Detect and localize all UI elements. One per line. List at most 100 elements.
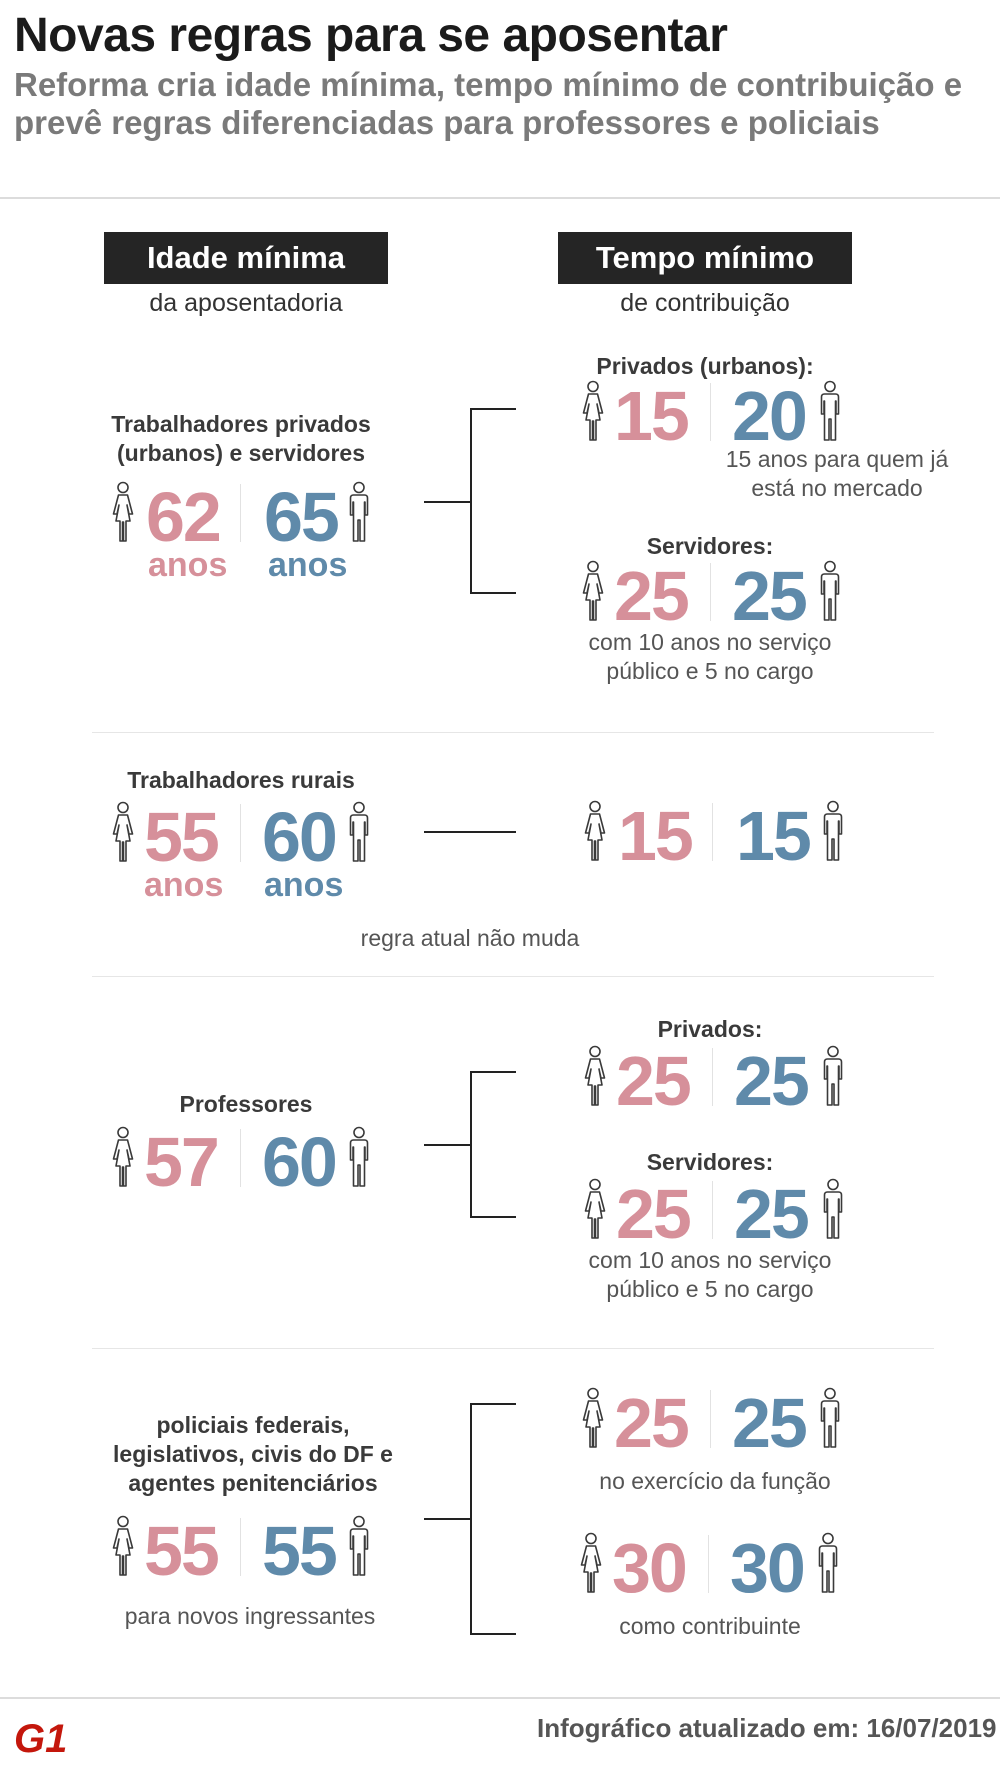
urban-workers-label: Trabalhadores privados (urbanos) e servi… [111,411,371,466]
bracket-line [470,1403,472,1635]
urban-man-age: 65 [264,478,340,556]
teachers-servants-label: Servidores: [646,1149,774,1175]
man-icon [815,1532,841,1594]
bracket-line [470,408,472,594]
man-icon [346,481,372,543]
value-divider [240,484,241,542]
urban-private-man-contrib: 20 [732,377,808,455]
woman-icon [110,1126,136,1188]
value-divider [712,803,713,861]
man-icon [817,1387,843,1449]
man-icon [346,801,372,863]
teachers-private-woman-contrib: 25 [616,1042,692,1120]
connector-line [424,501,472,503]
g1-logo: G1 [14,1717,76,1761]
urban-man-age-unit: anos [268,546,348,584]
connector-line [424,1518,472,1520]
woman-icon [580,1387,606,1449]
man-icon [346,1515,372,1577]
man-icon [820,1045,846,1107]
woman-icon [110,1515,136,1577]
woman-icon [582,1178,608,1240]
woman-icon [580,560,606,622]
value-divider [712,1048,713,1106]
update-date: Infográfico atualizado em: 16/07/2019 [537,1713,997,1743]
bracket-line [470,408,516,410]
urban-private-note: 15 anos para quem já está no mercado [725,446,949,501]
value-divider [708,1535,709,1593]
woman-icon [580,380,606,442]
man-icon [817,380,843,442]
age-column-header: Idade mínima [104,232,388,284]
value-divider [240,1129,241,1187]
section-divider [92,732,934,733]
teachers-man-age: 60 [262,1123,338,1201]
urban-servants-woman-contrib: 25 [614,557,690,635]
page-title: Novas regras para se aposentar [14,9,728,62]
rural-man-contrib: 15 [736,797,812,875]
man-icon [346,1126,372,1188]
g1-logo-text: G1 [14,1717,67,1757]
value-divider [240,1518,241,1576]
woman-icon [578,1532,604,1594]
page-subtitle: Reforma cria idade mínima, tempo mínimo … [14,66,963,141]
rural-note: regra atual não muda [360,925,580,951]
police-contributor-man-contrib: 30 [730,1529,806,1607]
value-divider [710,563,711,621]
bracket-line [470,1071,516,1073]
bracket-line [470,592,516,594]
police-contributor-note: como contribuinte [619,1613,801,1639]
teachers-servants-woman-contrib: 25 [616,1175,692,1253]
woman-icon [110,481,136,543]
police-function-man-contrib: 25 [732,1384,808,1462]
urban-private-woman-contrib: 15 [614,377,690,455]
police-age-note: para novos ingressantes [124,1603,376,1629]
rural-woman-age-unit: anos [144,866,224,904]
rural-man-age: 60 [262,798,338,876]
urban-servants-note: com 10 anos no serviço público e 5 no ca… [588,629,832,684]
section-divider [92,976,934,977]
urban-private-label: Privados (urbanos): [596,353,814,379]
police-label: policiais federais, legislativos, civis … [113,1412,393,1496]
bracket-line [470,1071,472,1218]
contribution-column-header: Tempo mínimo [558,232,852,284]
bracket-line [470,1216,516,1218]
rural-woman-contrib: 15 [618,797,694,875]
teachers-private-label: Privados: [657,1016,763,1042]
teachers-servants-note: com 10 anos no serviço público e 5 no ca… [588,1247,832,1302]
bracket-line [470,1403,516,1405]
urban-woman-age-unit: anos [148,546,228,584]
police-function-note: no exercício da função [599,1468,831,1494]
section-divider [92,1348,934,1349]
woman-icon [582,800,608,862]
header-divider [0,197,1000,199]
age-column-subheader: da aposentadoria [149,289,343,317]
man-icon [817,560,843,622]
teachers-woman-age: 57 [144,1123,220,1201]
connector-line [424,1144,472,1146]
man-icon [820,800,846,862]
urban-servants-man-contrib: 25 [732,557,808,635]
police-man-age: 55 [262,1512,338,1590]
woman-icon [110,801,136,863]
teachers-servants-man-contrib: 25 [734,1175,810,1253]
man-icon [820,1178,846,1240]
value-divider [710,1390,711,1448]
urban-woman-age: 62 [146,478,222,556]
police-woman-age: 55 [144,1512,220,1590]
value-divider [712,1181,713,1239]
connector-line [424,831,516,833]
urban-servants-label: Servidores: [646,533,774,559]
footer-divider [0,1697,1000,1699]
teachers-label: Professores [179,1091,313,1117]
woman-icon [582,1045,608,1107]
bracket-line [470,1633,516,1635]
police-contributor-woman-contrib: 30 [612,1529,688,1607]
value-divider [240,804,241,862]
value-divider [710,383,711,441]
teachers-private-man-contrib: 25 [734,1042,810,1120]
rural-workers-label: Trabalhadores rurais [127,767,355,793]
police-function-woman-contrib: 25 [614,1384,690,1462]
rural-woman-age: 55 [144,798,220,876]
rural-man-age-unit: anos [264,866,344,904]
